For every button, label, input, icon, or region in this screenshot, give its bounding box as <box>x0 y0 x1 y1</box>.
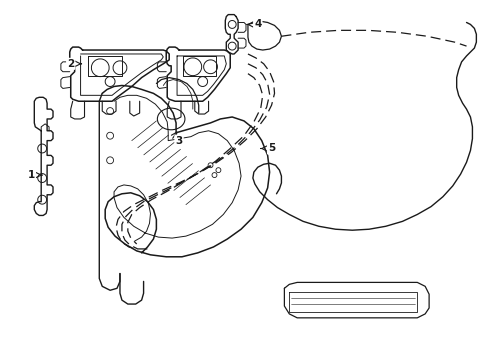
Text: 3: 3 <box>175 136 183 145</box>
Text: 4: 4 <box>254 19 262 30</box>
Text: 2: 2 <box>67 59 74 69</box>
Text: 1: 1 <box>28 170 35 180</box>
Text: 5: 5 <box>268 144 275 153</box>
